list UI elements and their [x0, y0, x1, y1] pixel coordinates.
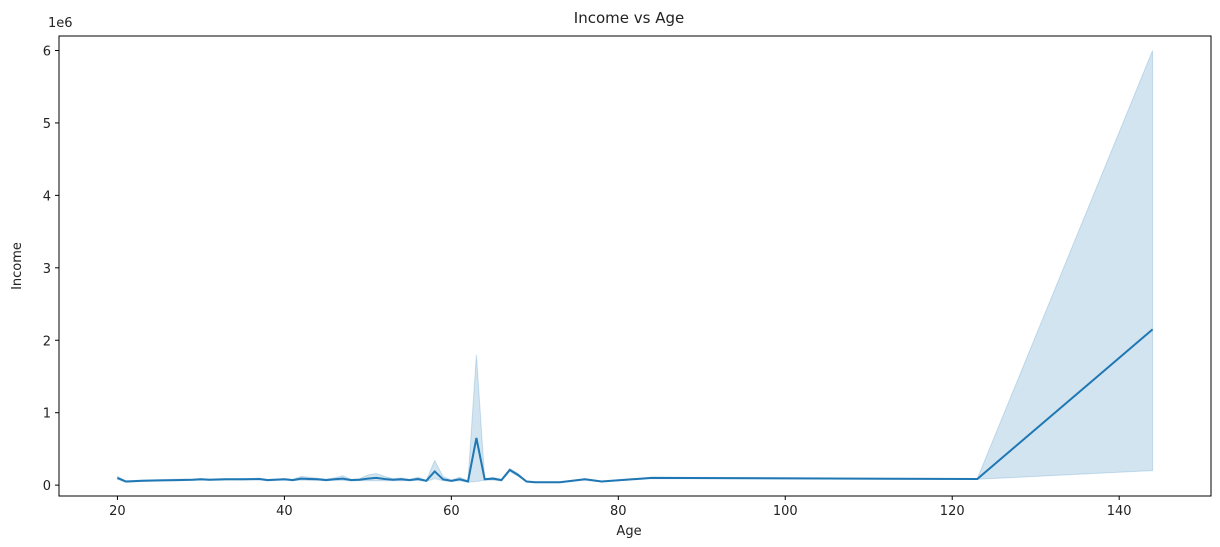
y-tick-label: 6	[43, 44, 51, 59]
x-tick-label: 40	[276, 504, 293, 519]
y-tick-label: 0	[43, 479, 51, 494]
plot-area: 20 40 60 80 100 120 140 0 1 2 3 4 5 6	[43, 35, 1212, 519]
x-tick-label: 140	[1107, 504, 1132, 519]
x-tick-label: 120	[940, 504, 965, 519]
y-axis-label: Income	[10, 242, 25, 290]
x-tick-label: 20	[109, 504, 126, 519]
x-tick-label: 100	[773, 504, 798, 519]
x-axis-label: Age	[616, 524, 641, 539]
y-tick-label: 1	[43, 407, 51, 422]
y-tick-label: 4	[43, 189, 51, 204]
x-tick-label: 60	[443, 504, 460, 519]
y-tick-label: 5	[43, 117, 51, 132]
y-tick-label: 3	[43, 262, 51, 277]
y-axis-ticks: 0 1 2 3 4 5 6	[43, 44, 59, 494]
confidence-band	[116, 50, 1154, 484]
series-line	[117, 328, 1154, 484]
x-axis-ticks: 20 40 60 80 100 120 140	[109, 496, 1132, 519]
chart-title: Income vs Age	[574, 9, 684, 27]
y-tick-label: 2	[43, 334, 51, 349]
plot-frame	[58, 35, 1212, 497]
y-axis-offset-label: 1e6	[48, 16, 73, 31]
x-tick-label: 80	[610, 504, 627, 519]
